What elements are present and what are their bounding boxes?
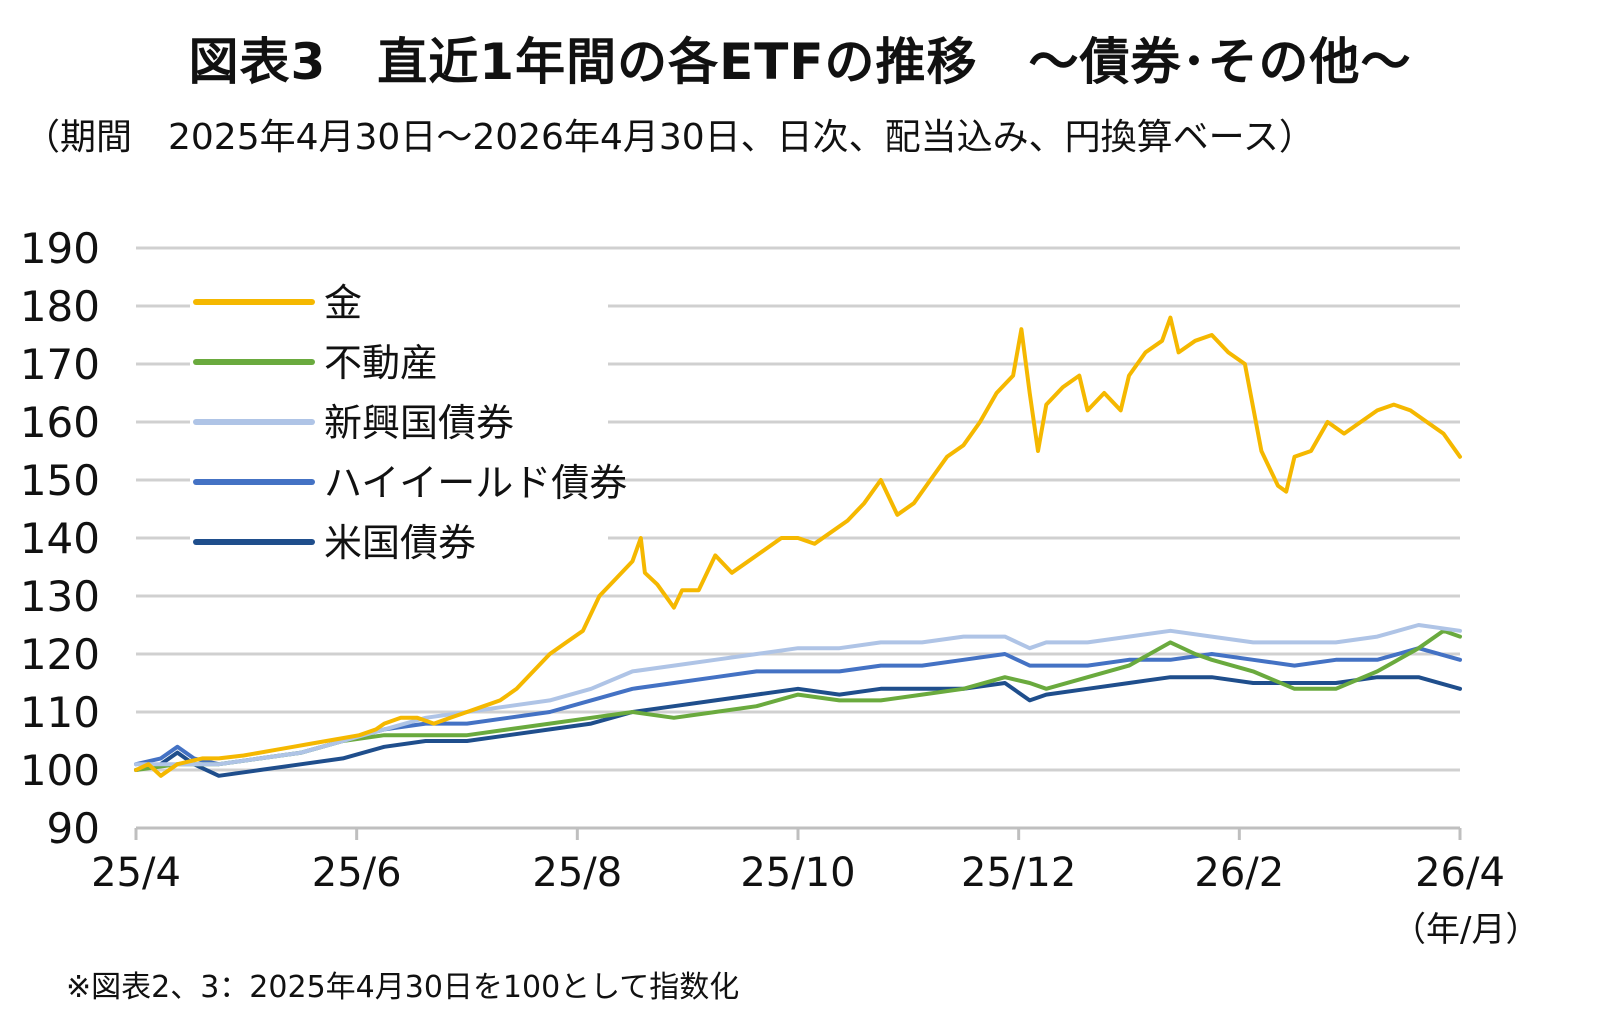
- series-line-3: [134, 646, 1462, 767]
- legend-label: 不動産: [324, 341, 438, 385]
- chart-subtitle: （期間 2025年4月30日～2026年4月30日、日次、配当込み、円換算ベース…: [24, 117, 1315, 158]
- x-tick-label: 26/2: [1194, 850, 1284, 896]
- y-tick-label: 150: [20, 456, 100, 505]
- y-tick-label: 140: [20, 514, 100, 563]
- chart-title: 図表3 直近1年間の各ETFの推移 ～債券･その他～: [188, 33, 1412, 91]
- y-tick-label: 120: [20, 630, 100, 679]
- grid-lines: [136, 246, 1460, 772]
- footnote: ※図表2、3：2025年4月30日を100として指数化: [66, 970, 740, 1005]
- series-line-0: [134, 315, 1462, 778]
- y-tick-label: 170: [20, 340, 100, 389]
- y-tick-label: 130: [20, 572, 100, 621]
- legend-label: 金: [324, 281, 362, 325]
- legend-label: 米国債券: [324, 521, 476, 565]
- x-tick-label: 25/8: [532, 850, 622, 896]
- y-tick-label: 90: [47, 804, 100, 853]
- x-tick-label: 25/4: [91, 850, 181, 896]
- y-tick-label: 160: [20, 398, 100, 447]
- y-tick-label: 180: [20, 282, 100, 331]
- series-lines: [134, 315, 1462, 778]
- x-tick-label: 25/6: [312, 850, 402, 896]
- y-tick-label: 100: [20, 746, 100, 795]
- x-tick-label: 25/10: [740, 850, 855, 896]
- x-tick-label: 26/4: [1415, 850, 1505, 896]
- x-axis-unit-label: （年/月）: [1392, 910, 1540, 950]
- series-line-4: [134, 675, 1462, 778]
- legend-label: 新興国債券: [324, 401, 514, 445]
- legend-label: ハイイールド債券: [324, 461, 627, 505]
- x-tick-label: 25/12: [961, 850, 1076, 896]
- series-line-1: [134, 628, 1462, 772]
- y-tick-label: 190: [20, 224, 100, 273]
- y-tick-label: 110: [20, 688, 100, 737]
